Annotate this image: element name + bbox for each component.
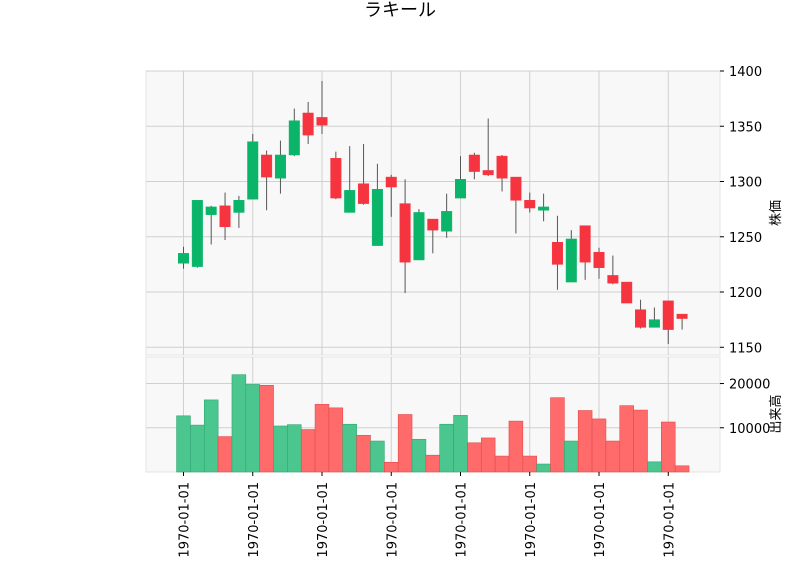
candle-body — [302, 112, 314, 136]
volume-bar — [176, 415, 191, 473]
candle-body — [607, 275, 619, 284]
candle-body — [524, 200, 536, 209]
volume-tick-label: 20000 — [729, 378, 770, 393]
candle-body — [551, 242, 563, 265]
x-tick-label: 1970-01-01 — [593, 482, 608, 558]
volume-bar — [231, 374, 247, 473]
candle-body — [413, 212, 425, 261]
candle-body — [510, 176, 522, 201]
x-tick-label: 1970-01-01 — [524, 482, 539, 558]
candle-body — [399, 203, 411, 263]
volume-bar — [674, 465, 690, 473]
volume-bar — [342, 423, 357, 473]
chart-title: ラキール — [364, 0, 436, 21]
candle-body — [441, 211, 453, 232]
price-tick-label: 1250 — [729, 231, 762, 246]
volume-bar — [577, 410, 593, 473]
candle-body — [662, 300, 674, 330]
x-tick-label: 1970-01-01 — [316, 482, 331, 558]
candle-body — [648, 319, 660, 328]
volume-bar — [287, 424, 302, 473]
x-tick-label: 1970-01-01 — [662, 482, 677, 558]
volume-bar — [384, 461, 399, 473]
volume-bar — [619, 405, 634, 473]
candle-body — [330, 158, 342, 199]
volume-bar — [633, 409, 648, 473]
candle-body — [468, 154, 480, 172]
volume-bar — [425, 454, 441, 473]
candle-body — [233, 200, 245, 213]
candle-body — [247, 141, 259, 200]
volume-bar — [564, 440, 579, 473]
candle-body — [358, 183, 370, 204]
candle-body — [635, 309, 647, 328]
volume-bar — [411, 438, 427, 473]
volume-bar — [203, 399, 219, 473]
price-tick-label: 1400 — [729, 65, 762, 80]
volume-bar — [591, 418, 607, 473]
x-tick-label: 1970-01-01 — [455, 482, 470, 558]
volume-bar — [467, 442, 482, 473]
price-panel — [145, 70, 721, 356]
axis-ticks: 1970-01-01 1970-01-01 1970-01-01 1970-01-01… — [178, 65, 771, 558]
candle-body — [593, 251, 605, 268]
volume-bar — [550, 397, 565, 473]
volume-bar — [661, 421, 676, 473]
volume-bar — [217, 436, 233, 473]
volume-bar — [439, 423, 454, 473]
volume-bar — [370, 440, 385, 473]
volume-bar — [647, 461, 662, 473]
candle-body — [427, 218, 439, 231]
candle-body — [676, 313, 688, 319]
price-tick-label: 1300 — [729, 176, 762, 191]
candle-body — [219, 205, 231, 228]
volume-axis-label: 出来高 — [768, 394, 784, 433]
volume-bar — [328, 407, 344, 473]
candle-body — [178, 253, 189, 264]
price-tick-label: 1150 — [729, 341, 762, 356]
price-tick-label: 1350 — [729, 120, 762, 135]
candle-body — [496, 155, 508, 179]
volume-bar — [453, 415, 468, 473]
x-tick-label: 1970-01-01 — [385, 482, 400, 558]
candle-body — [316, 117, 328, 126]
candle-body — [261, 154, 273, 178]
candle-body — [455, 179, 466, 199]
candle-body — [538, 206, 550, 211]
candle-body — [371, 188, 383, 246]
candle-body — [565, 238, 577, 283]
volume-bar — [259, 385, 274, 473]
candle-body — [482, 170, 494, 176]
volume-bar — [300, 429, 316, 473]
volume-tick-label: 10000 — [729, 422, 770, 437]
volume-bar — [480, 437, 496, 473]
volume-bar — [190, 424, 205, 473]
price-tick-label: 1200 — [729, 286, 762, 301]
volume-bar — [494, 455, 510, 473]
candle-body — [274, 154, 286, 179]
volume-bar — [356, 434, 371, 473]
candles — [178, 80, 688, 344]
volume-bar — [397, 414, 413, 473]
volume-bar — [508, 420, 524, 473]
price-axis-label: 株価 — [769, 200, 784, 226]
x-tick-label: 1970-01-01 — [247, 482, 262, 558]
volume-bar — [536, 463, 551, 473]
volume-bar — [605, 440, 621, 473]
candle-body — [579, 225, 591, 263]
volume-bar — [273, 425, 288, 473]
volume-bar — [314, 404, 330, 473]
candle-body — [288, 120, 300, 156]
volume-bar — [245, 384, 260, 473]
candle-body — [191, 200, 203, 267]
volume-bars — [176, 374, 690, 473]
candle-body — [344, 190, 356, 213]
x-tick-label: 1970-01-01 — [178, 482, 193, 558]
volume-bar — [522, 455, 537, 473]
candle-body — [385, 176, 397, 188]
candle-body — [205, 206, 217, 215]
candle-body — [621, 281, 633, 304]
